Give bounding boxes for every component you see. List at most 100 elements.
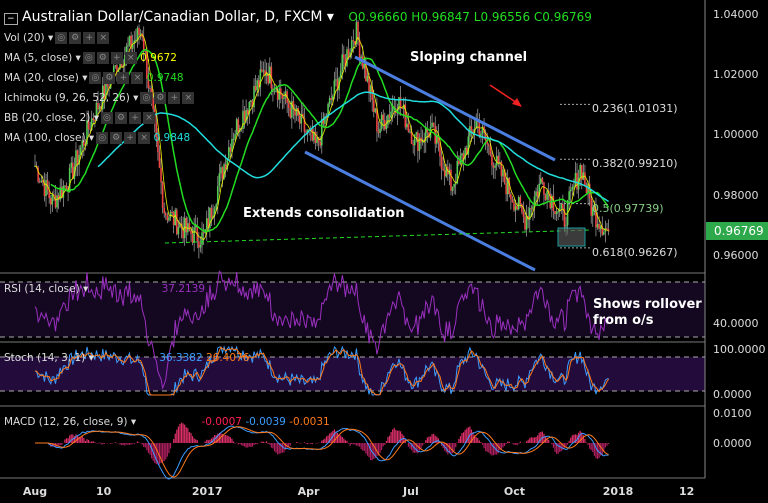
candle-body — [598, 223, 600, 229]
gear-icon[interactable]: ⚙ — [103, 72, 116, 84]
candle-body — [205, 218, 208, 230]
candle-body — [415, 132, 418, 135]
ma5-line — [34, 34, 609, 241]
gear-icon[interactable]: ⚙ — [96, 52, 109, 64]
candle-body — [291, 101, 293, 118]
symbol-header[interactable]: − Australian Dollar/Canadian Dollar, D, … — [4, 9, 592, 25]
indicator-legend[interactable]: MA (5, close) ▾ ◎ ⚙ + × 0.9672 — [4, 52, 177, 64]
candle-body — [87, 120, 90, 129]
collapse-icon[interactable]: − — [4, 13, 18, 25]
candle-body — [347, 49, 350, 58]
candle-body — [517, 197, 520, 210]
candle-body — [292, 101, 295, 110]
candle-body — [495, 155, 498, 166]
indicator-legend[interactable]: MA (20, close) ▾ ◎ ⚙ + × 0.9748 — [4, 72, 184, 84]
candle-body — [502, 169, 504, 177]
candle-body — [146, 51, 148, 79]
candle-body — [472, 130, 474, 133]
candle-body — [360, 56, 362, 59]
price-axis-label: 1.04000 — [713, 8, 759, 21]
candle-body — [81, 140, 84, 148]
gear-icon[interactable]: ⚙ — [69, 32, 82, 44]
candle-body — [183, 217, 186, 239]
candle-body — [147, 78, 150, 89]
candle-body — [280, 88, 282, 95]
rsi-legend[interactable]: RSI (14, close) ▾ 37.2139 — [4, 283, 206, 295]
close-icon[interactable]: × — [142, 112, 155, 124]
rsi-band — [0, 282, 705, 337]
candle-body — [177, 227, 180, 235]
candle-body — [135, 39, 137, 41]
candle-body — [242, 110, 244, 129]
candle-body — [514, 206, 517, 211]
visibility-icon[interactable]: ◎ — [96, 132, 109, 144]
candle-body — [494, 165, 496, 168]
indicator-legend[interactable]: MA (100, close) ▾ ◎ ⚙ + × 0.9848 — [4, 132, 191, 144]
candle-body — [440, 156, 443, 169]
candle-body — [424, 127, 427, 142]
candle-body — [489, 145, 492, 155]
candle-body — [172, 212, 175, 226]
candle-body — [232, 138, 235, 140]
plus-icon[interactable]: + — [168, 92, 181, 104]
candle-body — [554, 211, 556, 215]
visibility-icon[interactable]: ◎ — [55, 32, 68, 44]
macd-legend[interactable]: MACD (12, 26, close, 9) ▾ -0.0007 -0.003… — [4, 416, 330, 428]
candle-body — [298, 115, 301, 124]
candle-body — [188, 223, 191, 231]
candle-body — [555, 211, 558, 215]
candle-body — [152, 99, 154, 110]
candle-body — [595, 208, 597, 228]
close-icon[interactable]: × — [138, 132, 151, 144]
indicator-legend[interactable]: BB (20, close, 2) ▾ ◎ ⚙ + × — [4, 112, 155, 124]
candle-body — [368, 75, 370, 94]
candle-body — [314, 132, 317, 143]
candle-body — [60, 187, 63, 198]
candle-body — [48, 190, 50, 199]
candle-body — [127, 45, 129, 47]
candle-body — [54, 195, 57, 208]
visibility-icon[interactable]: ◎ — [89, 72, 102, 84]
candle-body — [439, 142, 441, 157]
plus-icon[interactable]: + — [110, 52, 123, 64]
candle-body — [336, 79, 339, 91]
candle-body — [546, 190, 548, 200]
close-icon[interactable]: × — [97, 32, 110, 44]
candle-body — [125, 46, 128, 56]
candle-body — [579, 164, 581, 178]
indicator-legend[interactable]: Ichimoku (9, 26, 52, 26) ▾ ◎ ⚙ + × — [4, 92, 195, 104]
candle-body — [72, 162, 74, 179]
plus-icon[interactable]: + — [83, 32, 96, 44]
plus-icon[interactable]: + — [117, 72, 130, 84]
visibility-icon[interactable]: ◎ — [82, 52, 95, 64]
plus-icon[interactable]: + — [124, 132, 137, 144]
candle-body — [92, 118, 95, 121]
close-icon[interactable]: × — [131, 72, 144, 84]
candle-body — [467, 136, 470, 155]
gear-icon[interactable]: ⚙ — [154, 92, 167, 104]
plus-icon[interactable]: + — [128, 112, 141, 124]
visibility-icon[interactable]: ◎ — [140, 92, 153, 104]
candle-body — [34, 165, 36, 167]
candle-body — [488, 144, 490, 146]
candle-body — [90, 118, 93, 130]
stoch-legend[interactable]: Stoch (14, 3, 1) ▾ 36.3382 26.4076 — [4, 352, 250, 364]
candle-body — [267, 74, 270, 84]
visibility-icon[interactable]: ◎ — [100, 112, 113, 124]
indicator-legend[interactable]: Vol (20) ▾ ◎ ⚙ + × — [4, 32, 110, 44]
candle-body — [327, 103, 329, 118]
candle-body — [305, 131, 307, 133]
candle-body — [149, 88, 151, 90]
candle-body — [193, 227, 195, 243]
candle-body — [176, 209, 178, 235]
gear-icon[interactable]: ⚙ — [110, 132, 123, 144]
candle-body — [332, 96, 334, 100]
candle-body — [68, 167, 71, 193]
close-icon[interactable]: × — [124, 52, 137, 64]
close-icon[interactable]: × — [182, 92, 195, 104]
candle-body — [101, 85, 104, 110]
channel-annotation: Sloping channel — [410, 50, 528, 65]
gear-icon[interactable]: ⚙ — [114, 112, 127, 124]
candle-body — [38, 181, 41, 183]
